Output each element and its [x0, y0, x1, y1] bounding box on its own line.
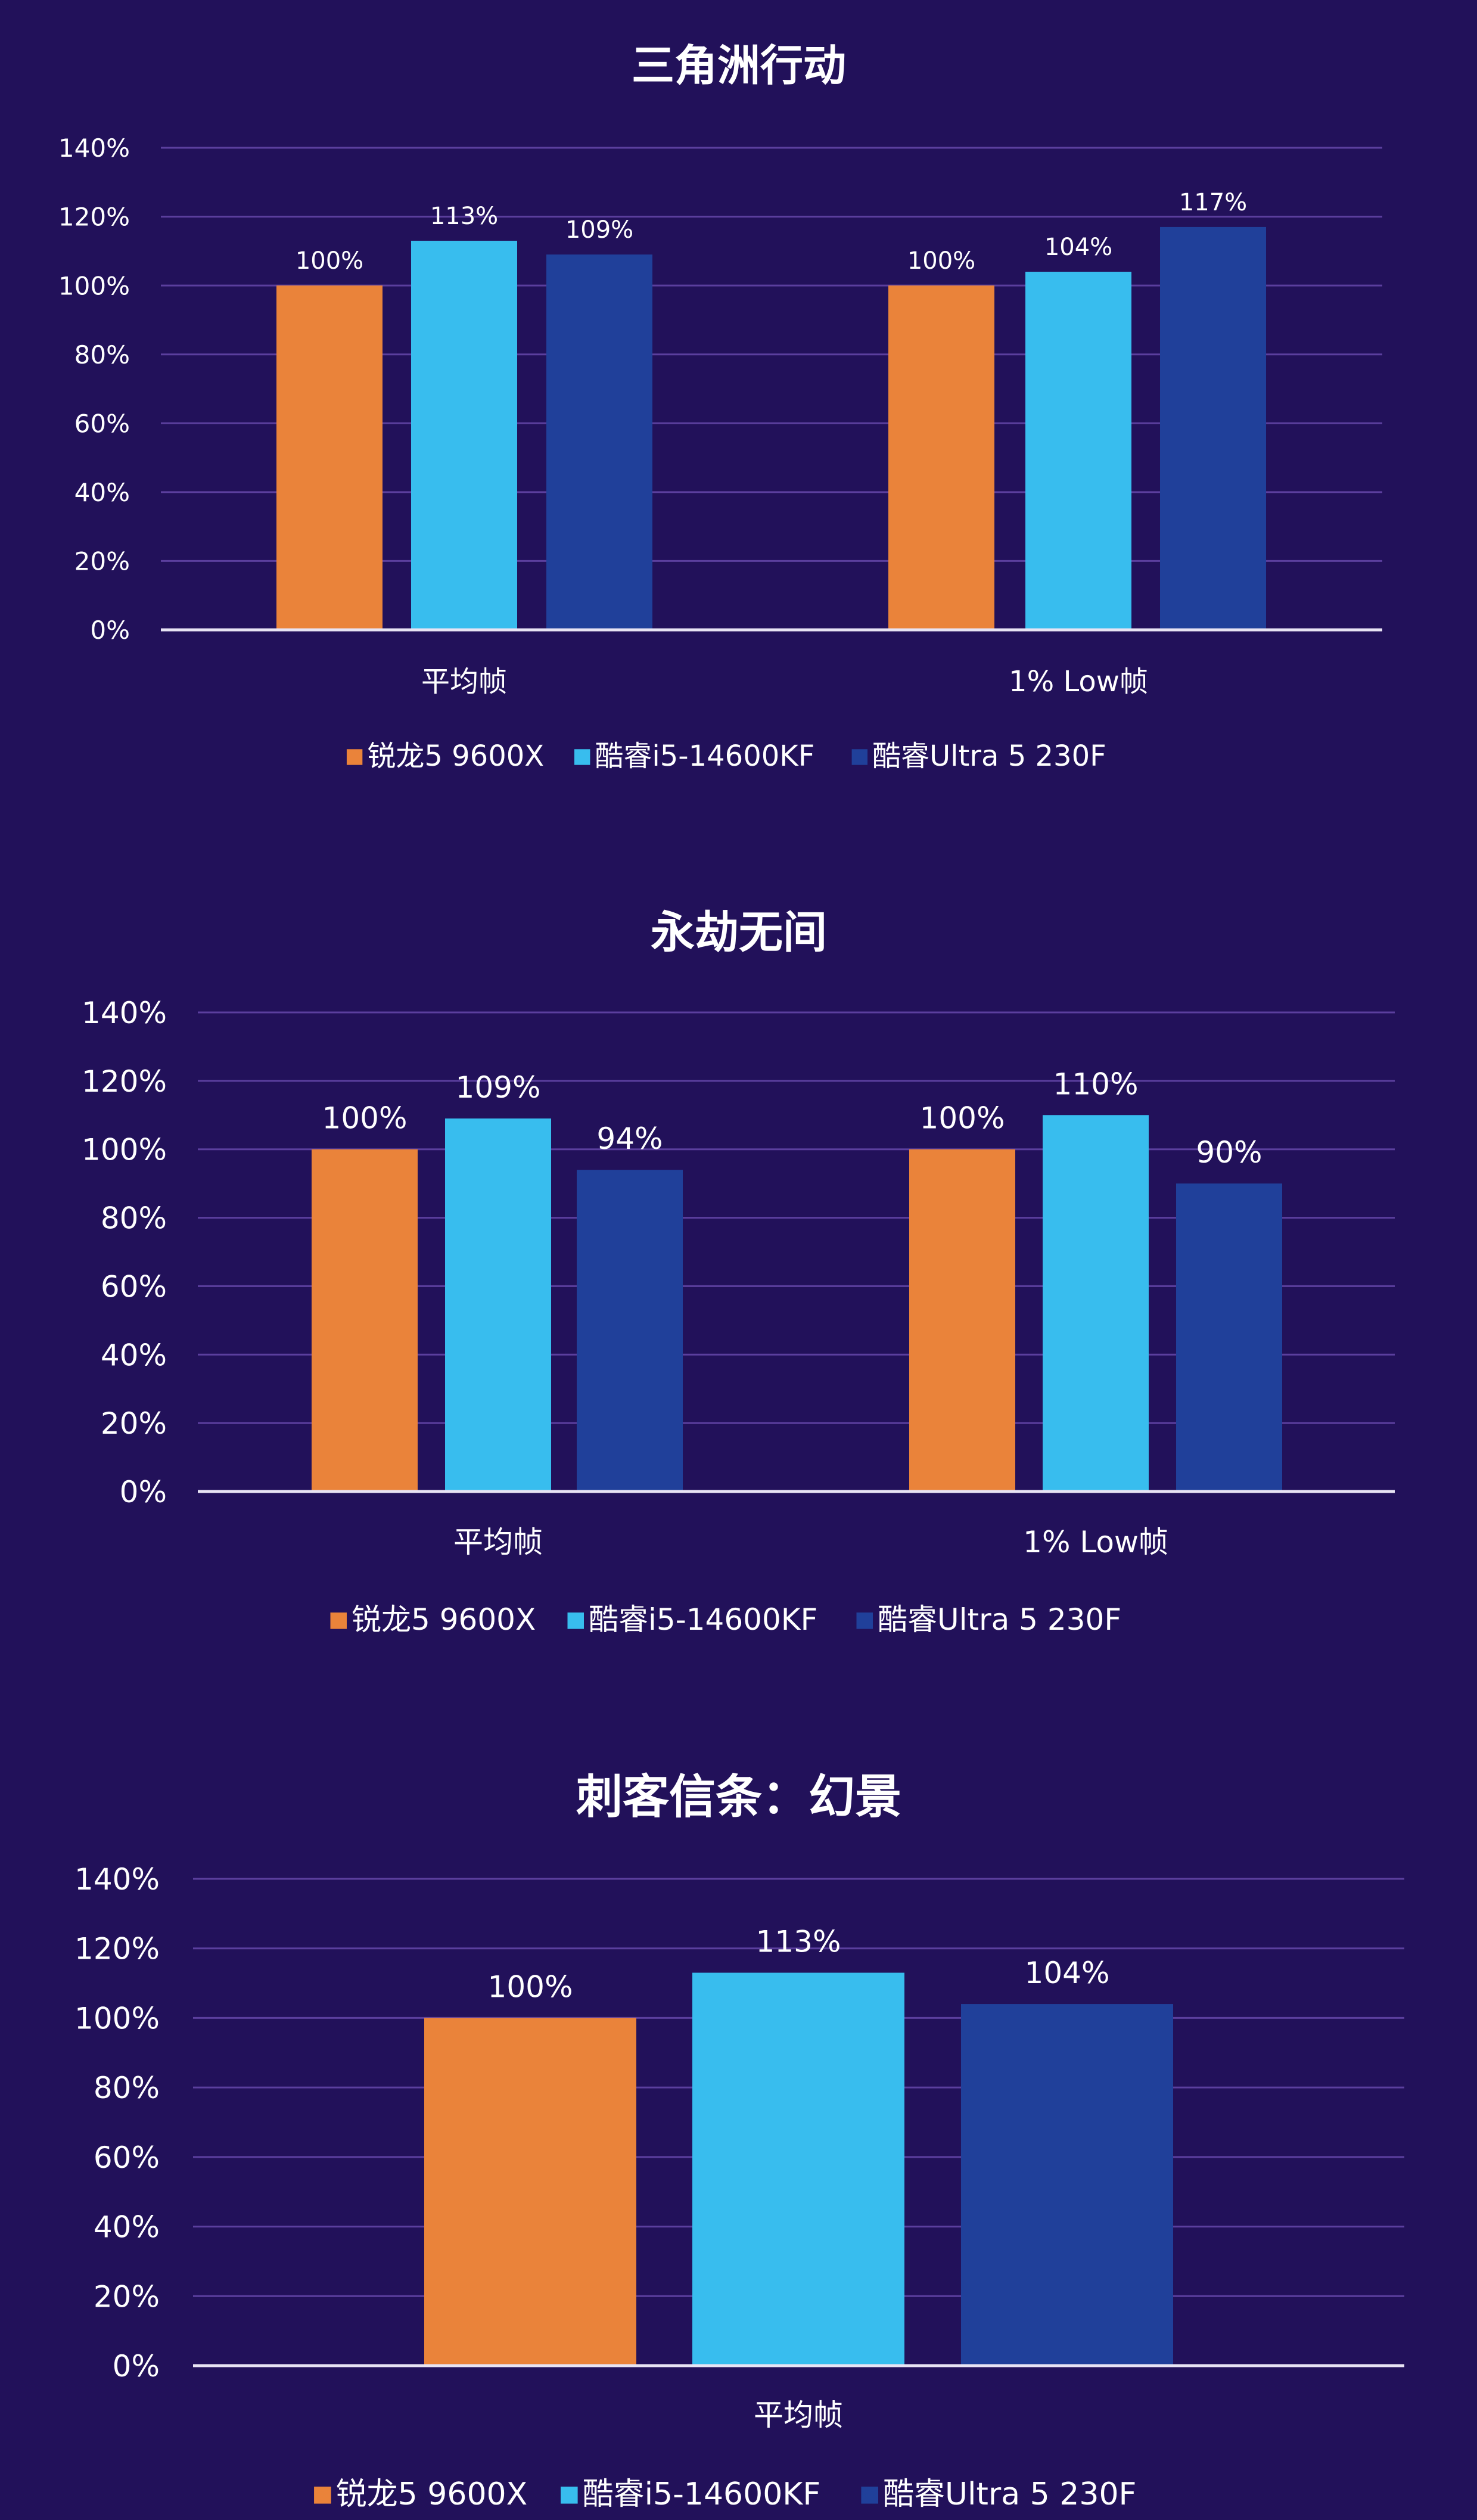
legend-swatch [346, 749, 363, 765]
bar [445, 1118, 551, 1492]
legend-label: 酷睿Ultra 5 230F [883, 2477, 1136, 2512]
y-tick-label: 120% [58, 203, 130, 232]
legend-label: 锐龙5 9600X [352, 1602, 536, 1637]
data-label: 90% [1196, 1135, 1262, 1170]
legend-swatch [314, 2486, 331, 2504]
legend-swatch [861, 2486, 878, 2504]
legend-label: 酷睿Ultra 5 230F [872, 739, 1106, 773]
y-tick-label: 100% [82, 1133, 167, 1167]
y-tick-label: 40% [101, 1338, 167, 1372]
legend-label: 酷睿i5-14600KF [583, 2477, 821, 2512]
data-label: 94% [596, 1121, 663, 1156]
category-label: 平均帧 [453, 1525, 543, 1559]
y-tick-label: 140% [58, 133, 130, 163]
legend-swatch [851, 749, 867, 765]
bar [888, 285, 994, 630]
data-label: 110% [1053, 1067, 1139, 1101]
bar [1176, 1183, 1282, 1492]
bar [909, 1149, 1015, 1492]
y-tick-label: 80% [101, 1201, 167, 1236]
bar [577, 1170, 683, 1492]
bar [961, 2004, 1173, 2366]
y-tick-label: 0% [120, 1475, 167, 1509]
y-tick-label: 60% [74, 409, 130, 438]
legend-swatch [330, 1612, 347, 1629]
bar [276, 285, 383, 630]
legend-swatch [567, 1612, 584, 1629]
y-tick-label: 0% [90, 616, 130, 645]
bar [692, 1972, 904, 2366]
bar [546, 254, 652, 630]
legend-swatch [574, 749, 590, 765]
legend-label: 锐龙5 9600X [336, 2477, 528, 2512]
bar [1160, 226, 1266, 630]
data-label: 113% [756, 1925, 841, 1959]
chart-title: 刺客信条：幻景 [576, 1770, 901, 1824]
legend-label: 酷睿Ultra 5 230F [878, 1602, 1121, 1637]
y-tick-label: 80% [94, 2071, 160, 2105]
data-label: 104% [1044, 234, 1112, 261]
bar [1025, 272, 1131, 630]
y-tick-label: 20% [94, 2279, 160, 2314]
y-tick-label: 20% [74, 547, 130, 576]
category-label: 1% Low帧 [1009, 665, 1148, 698]
y-tick-label: 100% [74, 2001, 160, 2036]
bar [411, 241, 517, 630]
y-tick-label: 140% [82, 996, 167, 1030]
y-tick-label: 60% [101, 1269, 167, 1304]
bar [312, 1149, 418, 1492]
data-label: 104% [1025, 1956, 1110, 1990]
y-tick-label: 120% [82, 1064, 167, 1099]
data-label: 100% [296, 247, 363, 275]
data-label: 113% [430, 203, 498, 230]
y-tick-label: 80% [74, 340, 130, 369]
chart-title: 永劫无间 [651, 907, 827, 958]
legend-swatch [856, 1612, 873, 1629]
category-label: 1% Low帧 [1023, 1525, 1168, 1559]
y-tick-label: 20% [101, 1406, 167, 1441]
y-tick-label: 60% [94, 2140, 160, 2175]
legend: 锐龙5 9600X 酷睿i5-14600KF 酷睿Ultra 5 230F [330, 1602, 1121, 1637]
legend-label: 酷睿i5-14600KF [595, 739, 814, 773]
y-tick-label: 140% [74, 1862, 160, 1897]
data-label: 100% [920, 1101, 1005, 1136]
y-tick-label: 40% [74, 478, 130, 507]
legend-label: 酷睿i5-14600KF [589, 1602, 817, 1637]
data-label: 117% [1179, 189, 1247, 216]
data-label: 100% [322, 1101, 408, 1136]
data-label: 100% [907, 247, 975, 275]
category-label: 平均帧 [754, 2398, 843, 2432]
legend: 锐龙5 9600X 酷睿i5-14600KF 酷睿Ultra 5 230F [314, 2477, 1136, 2512]
category-label: 平均帧 [421, 665, 507, 698]
chart-title: 三角洲行动 [632, 41, 846, 91]
data-label: 100% [488, 1969, 573, 2004]
y-tick-label: 120% [74, 1932, 160, 1966]
data-label: 109% [456, 1070, 541, 1105]
bar [1043, 1115, 1149, 1492]
legend-swatch [561, 2486, 578, 2504]
y-tick-label: 40% [94, 2210, 160, 2245]
legend-label: 锐龙5 9600X [367, 739, 544, 773]
legend: 锐龙5 9600X 酷睿i5-14600KF 酷睿Ultra 5 230F [346, 739, 1106, 773]
y-tick-label: 0% [113, 2349, 160, 2384]
y-tick-label: 100% [58, 271, 130, 300]
bar [424, 2018, 636, 2366]
data-label: 109% [565, 216, 633, 244]
